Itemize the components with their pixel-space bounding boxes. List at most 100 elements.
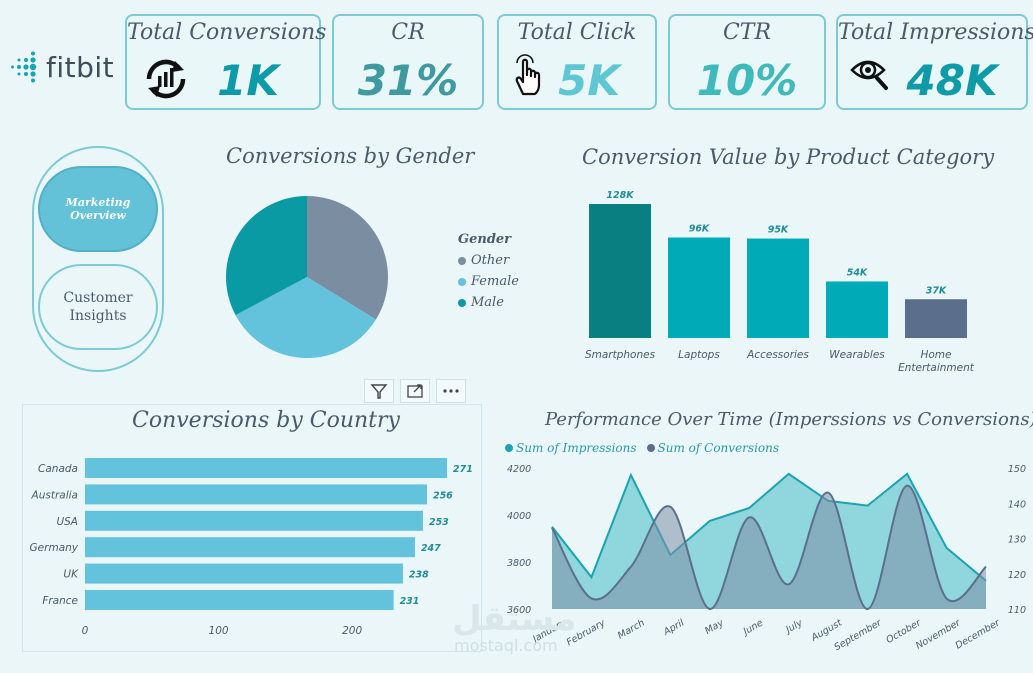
month-axis-label: April bbox=[661, 617, 686, 638]
legend-label: Sum of Impressions bbox=[516, 441, 637, 455]
category-data-label: 128K bbox=[606, 190, 634, 201]
category-axis-label: Laptops bbox=[678, 349, 720, 361]
kpi-card-total-click: Total Click 5K bbox=[497, 14, 657, 110]
category-axis-label: Home bbox=[920, 349, 951, 361]
watermark: مستقل mostaql.com bbox=[452, 602, 576, 655]
nav-marketing-overview-button[interactable]: Marketing Overview bbox=[38, 166, 158, 252]
nav-customer-insights-button[interactable]: Customer Insights bbox=[38, 264, 158, 350]
pie-slice-other bbox=[307, 196, 388, 320]
kpi-card-cr: CR 31% bbox=[332, 14, 484, 110]
month-axis-label: March bbox=[616, 617, 647, 641]
category-data-label: 37K bbox=[926, 285, 947, 296]
category-axis-label: Smartphones bbox=[585, 349, 656, 361]
kpi-title: Total Conversions bbox=[127, 20, 327, 45]
focus-mode-icon bbox=[407, 384, 423, 398]
category-axis-label: Wearables bbox=[829, 349, 885, 361]
nav-label: Customer Insights bbox=[63, 290, 133, 324]
category-bar-0 bbox=[589, 204, 651, 338]
filter-icon bbox=[370, 384, 388, 399]
left-axis-tick: 3600 bbox=[507, 605, 531, 616]
country-tick-label: 100 bbox=[209, 625, 229, 637]
performance-area-chart: 3600380040004200110120130140150JanuaryFe… bbox=[507, 464, 1026, 653]
pie-slice-male bbox=[226, 196, 307, 316]
country-data-label: 247 bbox=[421, 543, 441, 554]
legend-item-impressions: Sum of Impressions bbox=[505, 441, 637, 455]
filter-button[interactable] bbox=[364, 379, 394, 403]
country-axis-label: France bbox=[42, 595, 78, 607]
country-bar-canada bbox=[85, 458, 447, 478]
month-axis-label: May bbox=[703, 617, 726, 637]
country-data-label: 238 bbox=[409, 570, 429, 581]
country-axis-label: Germany bbox=[30, 542, 79, 554]
legend-label: Male bbox=[471, 295, 504, 310]
kpi-card-total-conversions: Total Conversions 1K bbox=[125, 14, 327, 110]
legend-title: Gender bbox=[458, 232, 512, 247]
country-axis-label: Canada bbox=[38, 463, 78, 475]
conversions-area bbox=[552, 485, 986, 610]
month-axis-label: June bbox=[740, 617, 765, 638]
category-data-label: 54K bbox=[847, 267, 868, 278]
category-axis-label: Accessories bbox=[746, 349, 809, 361]
category-chart-title: Conversion Value by Product Category bbox=[582, 145, 995, 169]
kpi-title: CR bbox=[391, 20, 425, 45]
eye-target-icon bbox=[850, 60, 888, 90]
kpi-title: CTR bbox=[722, 20, 772, 45]
kpi-value: 31% bbox=[357, 56, 459, 105]
legend-dot bbox=[458, 256, 466, 265]
country-tick-label: 200 bbox=[342, 625, 362, 637]
page-navigator: Marketing Overview Customer Insights bbox=[32, 146, 164, 372]
category-data-label: 96K bbox=[689, 224, 710, 235]
country-bar-australia bbox=[85, 484, 427, 505]
country-bar-france bbox=[85, 590, 394, 610]
month-axis-label: July bbox=[782, 617, 804, 636]
legend-item-conversions: Sum of Conversions bbox=[646, 441, 780, 455]
legend-dot bbox=[505, 444, 513, 452]
hand-pointer-icon bbox=[515, 54, 541, 96]
right-axis-tick: 120 bbox=[1008, 570, 1026, 581]
country-data-label: 271 bbox=[453, 464, 473, 475]
left-axis-tick: 3800 bbox=[507, 558, 531, 569]
country-axis-label: USA bbox=[56, 516, 78, 528]
kpi-card-ctr: CTR 10% bbox=[668, 14, 826, 110]
right-axis-tick: 110 bbox=[1008, 605, 1026, 616]
watermark-latin: mostaql.com bbox=[454, 636, 558, 655]
legend-dot bbox=[458, 298, 466, 307]
legend-label: Sum of Conversions bbox=[657, 441, 780, 455]
kpi-value: 48K bbox=[906, 56, 998, 105]
more-options-button[interactable] bbox=[436, 379, 466, 403]
left-axis-tick: 4200 bbox=[507, 464, 531, 475]
impressions-line bbox=[551, 472, 987, 582]
pie-slice-female bbox=[235, 277, 376, 358]
category-bar-chart: 128K Smartphones 96K Laptops 95K Accessories 5… bbox=[585, 190, 975, 374]
fitbit-dots-icon bbox=[11, 51, 37, 83]
legend-dot bbox=[458, 277, 466, 286]
category-bar-1 bbox=[668, 237, 730, 338]
country-bar-uk bbox=[85, 563, 403, 584]
right-axis-tick: 130 bbox=[1008, 535, 1026, 546]
visual-toolbar bbox=[364, 379, 466, 403]
more-options-icon bbox=[443, 389, 459, 393]
performance-legend: Sum of Impressions Sum of Conversions bbox=[505, 441, 779, 455]
legend-label: Other bbox=[471, 253, 510, 268]
country-data-label: 231 bbox=[400, 596, 420, 607]
focus-mode-button[interactable] bbox=[400, 379, 430, 403]
month-axis-label: December bbox=[954, 617, 1003, 652]
legend-label: Female bbox=[471, 274, 519, 289]
kpi-card-total-impressions: Total Impressions 48K bbox=[836, 14, 1033, 110]
legend-dot bbox=[646, 444, 655, 452]
right-axis-tick: 140 bbox=[1008, 499, 1026, 510]
performance-chart-title: Performance Over Time (Imperssions vs Co… bbox=[545, 409, 1033, 430]
brand-name: fitbit bbox=[46, 50, 115, 84]
kpi-value: 10% bbox=[696, 56, 798, 105]
category-data-label: 95K bbox=[768, 225, 789, 236]
right-axis-tick: 150 bbox=[1008, 464, 1026, 475]
country-data-label: 253 bbox=[429, 517, 449, 528]
gender-chart-title: Conversions by Gender bbox=[226, 144, 475, 168]
category-bar-4 bbox=[905, 299, 967, 338]
conversions-line bbox=[551, 484, 987, 610]
country-bar-chart: Canada 271 Australia 256 USA 253 Germany 247 UK 2… bbox=[30, 458, 473, 637]
kpi-title: Total Click bbox=[517, 20, 637, 45]
country-bar-usa bbox=[85, 510, 423, 531]
legend-item-male: Male bbox=[458, 295, 519, 310]
category-bar-2 bbox=[747, 238, 809, 338]
